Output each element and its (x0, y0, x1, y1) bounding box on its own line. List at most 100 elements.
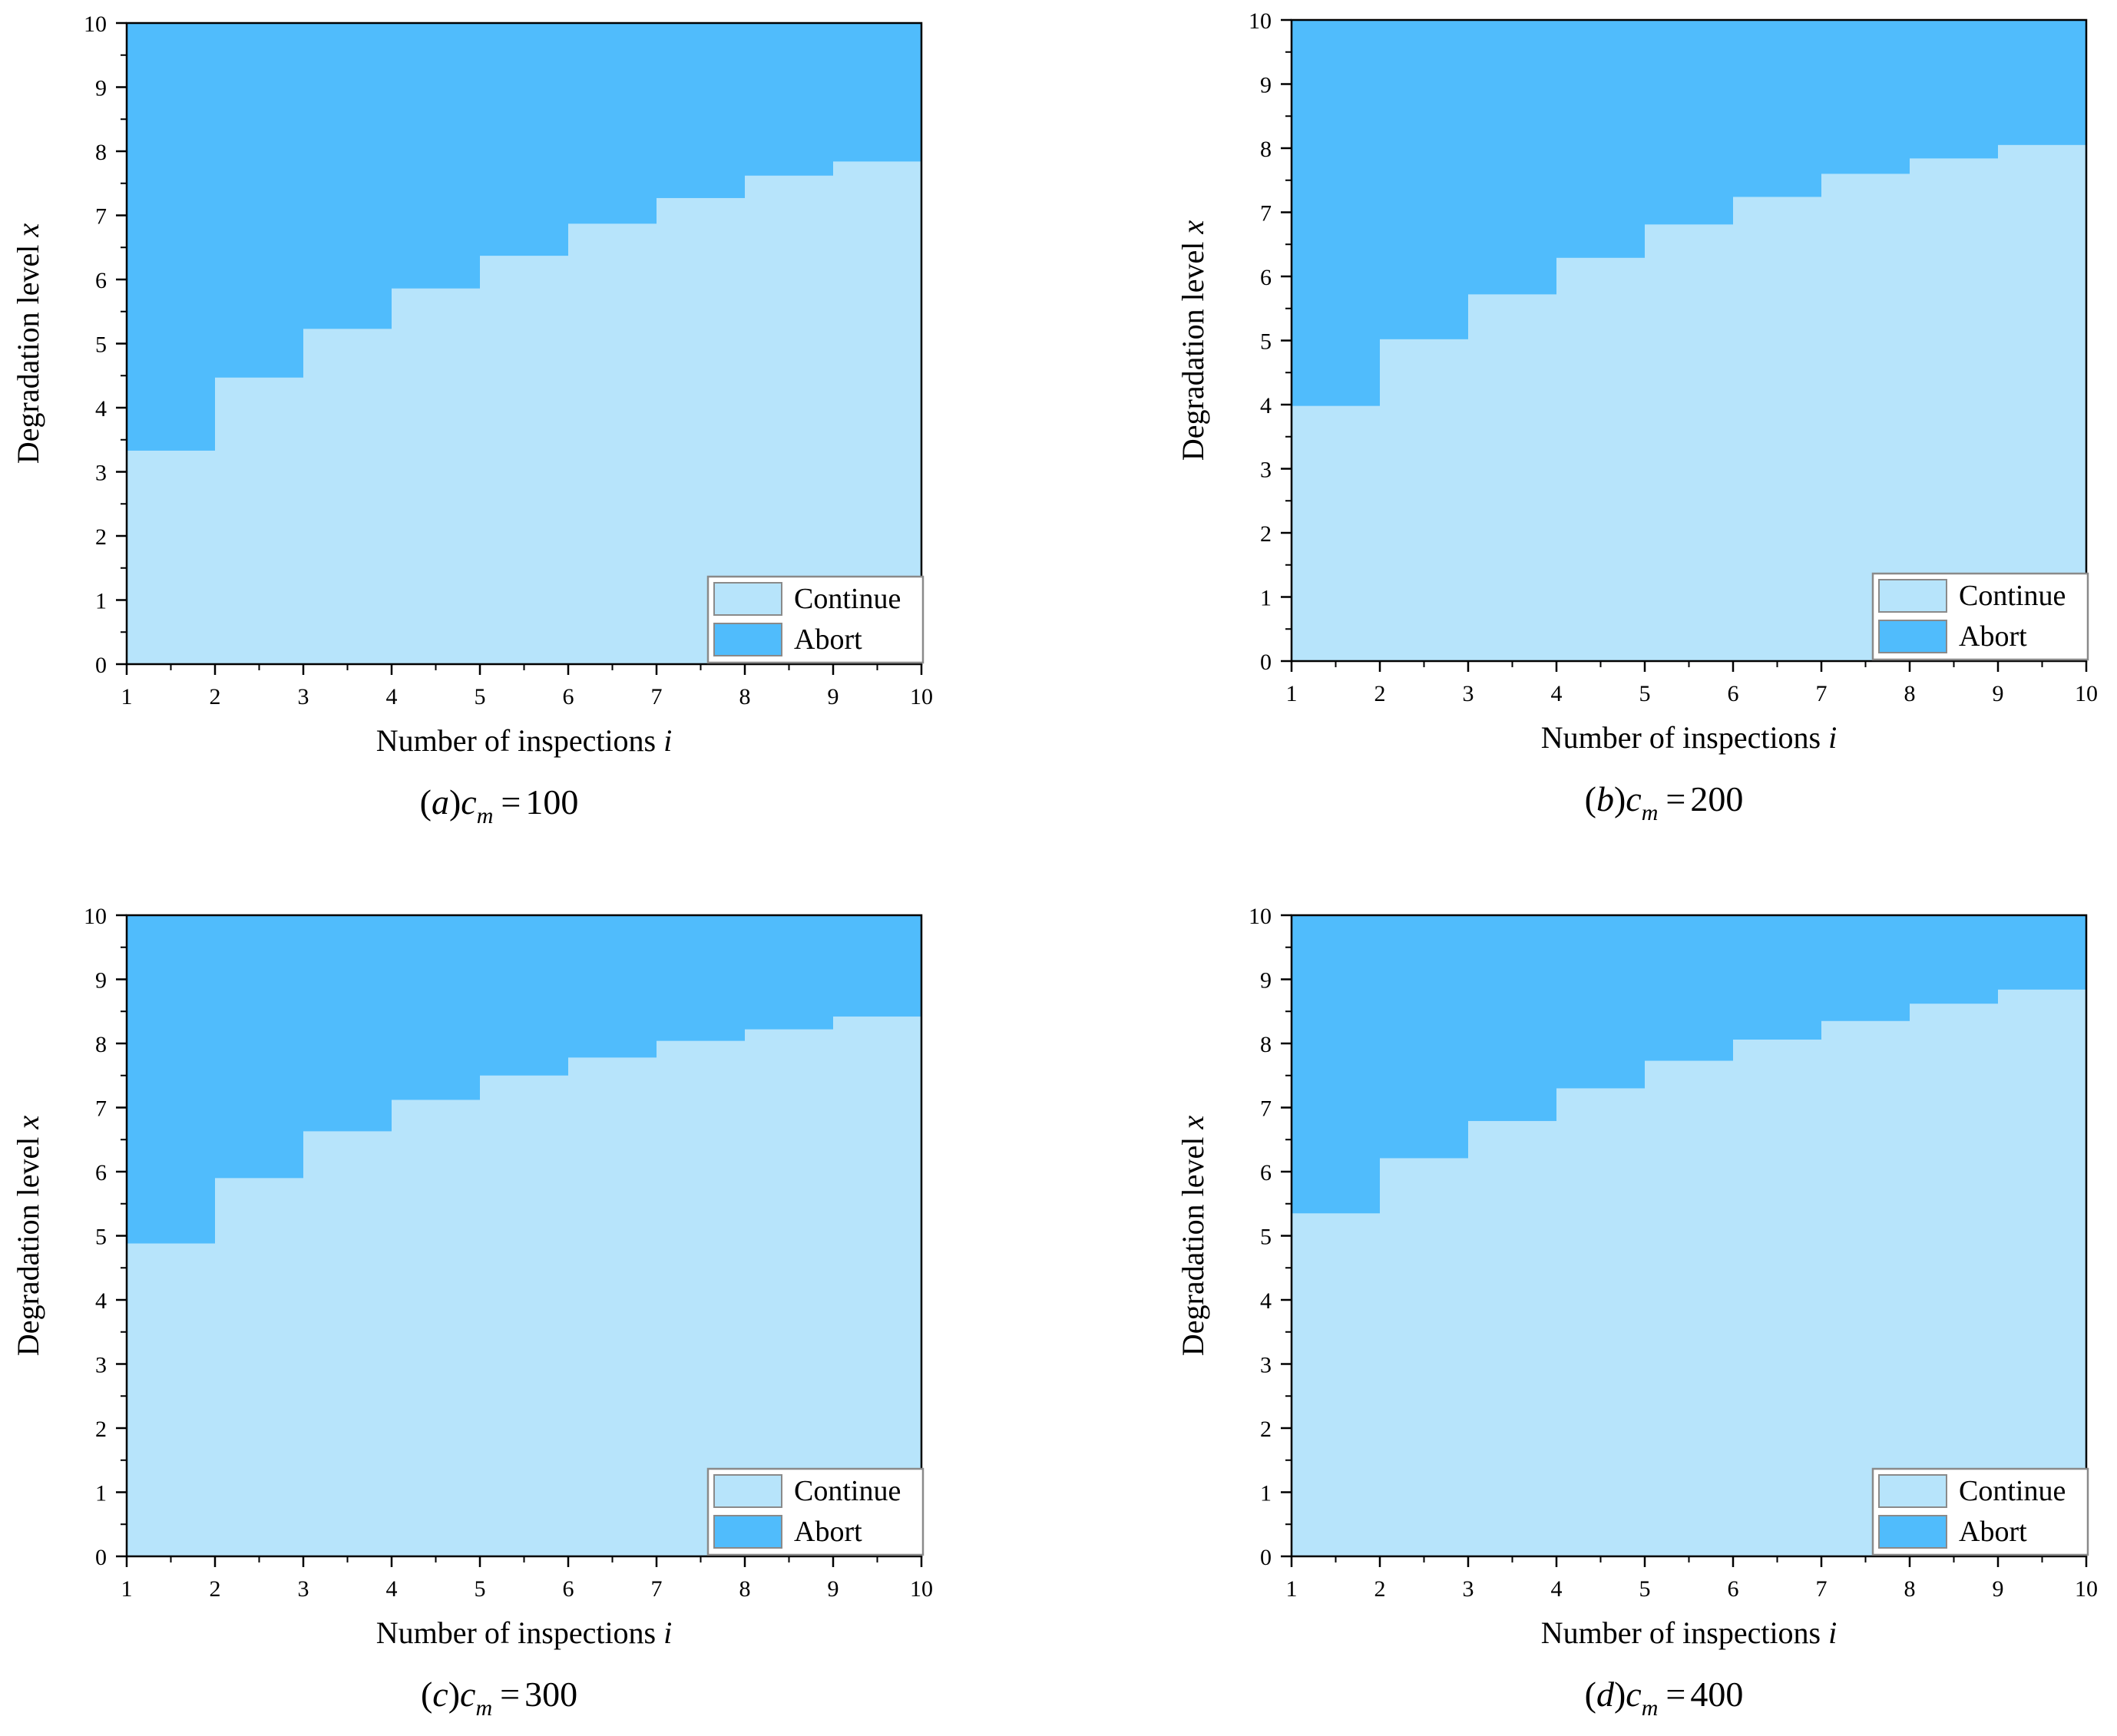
x-tick-label: 1 (121, 684, 133, 709)
x-tick-label: 5 (1639, 1576, 1651, 1602)
y-tick-label: 7 (1260, 201, 1272, 227)
x-tick-label: 10 (910, 684, 933, 709)
y-tick-label: 3 (95, 461, 107, 486)
y-tick-label: 8 (1260, 137, 1272, 162)
x-tick-label: 10 (910, 1576, 933, 1602)
y-tick-label: 9 (1260, 73, 1272, 98)
y-tick-label: 10 (84, 904, 107, 929)
x-tick-label: 9 (828, 1576, 839, 1602)
x-tick-label: 7 (651, 1576, 663, 1602)
continue-step-4 (392, 1099, 481, 1556)
continue-step-1 (1292, 1213, 1381, 1556)
continue-step-9 (833, 1016, 922, 1556)
continue-step-6 (1733, 197, 1822, 662)
continue-step-3 (303, 1131, 392, 1556)
legend: Continue Abort (1871, 1467, 2089, 1556)
legend-label-continue: Continue (1959, 580, 2066, 612)
continue-step-2 (1380, 339, 1469, 661)
legend-swatch-abort (1878, 1515, 1947, 1549)
legend-label-continue: Continue (794, 583, 901, 615)
x-axis-title: Number of inspections i (376, 723, 673, 758)
x-tick-label: 5 (1639, 681, 1651, 706)
y-tick-label: 3 (1260, 1353, 1272, 1378)
x-tick-label: 7 (651, 684, 663, 709)
x-tick-label: 4 (386, 1576, 398, 1602)
legend-swatch-continue (713, 582, 782, 616)
x-tick-label: 2 (210, 684, 221, 709)
legend-label-abort: Abort (794, 1516, 862, 1548)
x-tick-label: 1 (121, 1576, 133, 1602)
x-tick-label: 8 (739, 684, 751, 709)
x-tick-label: 3 (298, 1576, 309, 1602)
x-tick-label: 1 (1286, 1576, 1298, 1602)
y-tick-label: 0 (1260, 1545, 1272, 1570)
continue-step-9 (1998, 989, 2087, 1556)
x-tick-label: 8 (1904, 681, 1916, 706)
continue-step-1 (127, 450, 216, 664)
continue-step-2 (215, 1178, 304, 1556)
continue-step-5 (480, 1075, 569, 1556)
y-tick-label: 10 (1249, 8, 1272, 34)
x-tick-label: 5 (475, 684, 486, 709)
x-tick-label: 2 (1374, 681, 1386, 706)
panel-caption: (a)cm = 100 (420, 782, 579, 828)
x-tick-label: 6 (1728, 681, 1739, 706)
y-tick-label: 7 (95, 1096, 107, 1122)
x-tick-label: 7 (1816, 681, 1828, 706)
legend-label-abort: Abort (794, 623, 862, 656)
y-axis-title: Degradation level x (11, 1116, 45, 1356)
x-tick-label: 3 (1463, 1576, 1474, 1602)
x-tick-label: 8 (1904, 1576, 1916, 1602)
continue-step-7 (1821, 1020, 1910, 1556)
legend-swatch-continue (1878, 579, 1947, 613)
y-tick-label: 8 (95, 1032, 107, 1057)
y-tick-label: 9 (95, 968, 107, 994)
x-tick-label: 8 (739, 1576, 751, 1602)
y-tick-label: 7 (1260, 1096, 1272, 1122)
x-axis-title: Number of inspections i (1541, 720, 1837, 755)
x-tick-label: 9 (1993, 681, 2004, 706)
y-tick-label: 1 (95, 1481, 107, 1506)
x-tick-label: 5 (475, 1576, 486, 1602)
x-tick-label: 1 (1286, 681, 1298, 706)
x-tick-label: 10 (2075, 681, 2098, 706)
y-tick-label: 3 (1260, 458, 1272, 483)
continue-step-1 (127, 1243, 216, 1556)
continue-step-6 (568, 223, 657, 665)
y-axis-title: Degradation level x (1176, 1116, 1210, 1356)
continue-step-3 (1468, 294, 1557, 661)
legend-swatch-abort (1878, 620, 1947, 653)
continue-step-8 (1910, 1004, 1999, 1556)
continue-step-1 (1292, 405, 1381, 661)
y-tick-label: 8 (95, 140, 107, 165)
y-tick-label: 4 (1260, 393, 1272, 418)
y-tick-label: 4 (95, 1288, 107, 1314)
y-tick-label: 2 (1260, 1417, 1272, 1442)
continue-step-3 (303, 329, 392, 664)
x-tick-label: 9 (1993, 1576, 2004, 1602)
y-tick-label: 1 (1260, 1481, 1272, 1506)
x-tick-label: 6 (1728, 1576, 1739, 1602)
y-tick-label: 0 (95, 1545, 107, 1570)
continue-step-5 (1645, 224, 1734, 661)
continue-step-5 (480, 256, 569, 665)
continue-step-4 (392, 288, 481, 664)
y-tick-label: 5 (1260, 1225, 1272, 1250)
y-tick-label: 7 (95, 204, 107, 230)
continue-step-4 (1556, 257, 1646, 661)
y-tick-label: 6 (95, 268, 107, 293)
continue-step-4 (1556, 1088, 1646, 1556)
legend-swatch-continue (1878, 1474, 1947, 1508)
panel-caption: (d)cm = 400 (1585, 1675, 1744, 1721)
legend: Continue Abort (706, 1467, 925, 1556)
y-tick-label: 6 (1260, 1160, 1272, 1185)
y-tick-label: 6 (95, 1160, 107, 1185)
x-tick-label: 4 (386, 684, 398, 709)
x-tick-label: 10 (2075, 1576, 2098, 1602)
y-tick-label: 1 (95, 589, 107, 614)
y-tick-label: 8 (1260, 1032, 1272, 1057)
y-tick-label: 5 (95, 1225, 107, 1250)
legend-label-continue: Continue (1959, 1475, 2066, 1507)
